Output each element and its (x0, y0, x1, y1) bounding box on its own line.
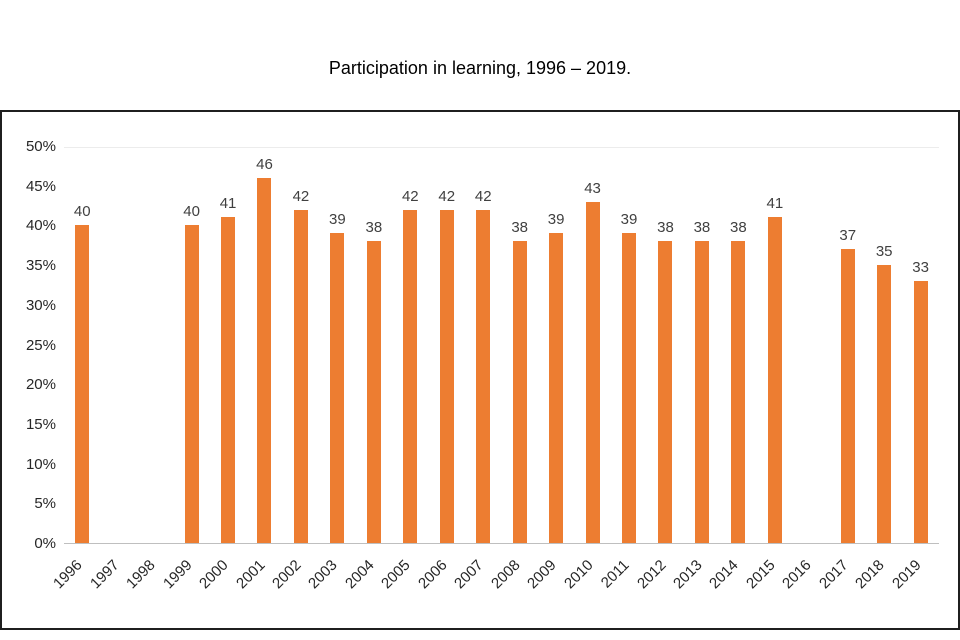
bar-column: 42 (429, 148, 465, 543)
chart-frame: 0% 5% 10% 15% 20% 25% 30% 35% 40% 45% 50% 40 40 41 46… (0, 110, 960, 630)
y-axis-tick-label: 20% (25, 376, 56, 394)
bar-value-label: 33 (912, 258, 929, 276)
bar (330, 233, 345, 543)
bar-value-label: 39 (547, 211, 565, 229)
bar-column: 38 (501, 148, 537, 543)
bar (439, 209, 454, 543)
y-axis: 0% 5% 10% 15% 20% 25% 30% 35% 40% 45% 50% (8, 138, 56, 552)
bar-column (100, 148, 136, 543)
bar-value-label: 38 (693, 219, 711, 237)
bar-value-label: 42 (401, 187, 419, 205)
y-axis-tick-label: 10% (25, 455, 56, 473)
bar-column: 42 (283, 148, 319, 543)
bar (585, 201, 600, 543)
bar-column: 38 (684, 148, 720, 543)
bar (221, 217, 236, 543)
bar (731, 241, 746, 543)
y-axis-tick-label: 50% (25, 138, 56, 155)
bar (877, 265, 892, 543)
bar-value-label: 38 (511, 219, 528, 237)
bar-column (137, 148, 173, 543)
bar (767, 217, 782, 543)
y-axis-tick-label: 25% (25, 336, 56, 354)
chart-title: Participation in learning, 1996 – 2019. (328, 58, 632, 78)
bar (840, 249, 855, 543)
y-axis-tick-label: 30% (25, 296, 56, 314)
bar-column (793, 148, 829, 543)
bar-value-label: 41 (219, 195, 237, 213)
bar-value-label: 42 (474, 187, 492, 205)
bar-column: 38 (647, 148, 683, 543)
bar (694, 241, 709, 543)
y-axis-tick-label: 40% (25, 217, 56, 235)
bar-value-label: 40 (183, 203, 200, 221)
bar (622, 233, 637, 543)
bar-value-label: 39 (329, 211, 346, 229)
bar-value-label: 41 (766, 195, 784, 213)
y-axis-tick-label: 15% (25, 415, 56, 433)
bar-column: 39 (538, 148, 574, 543)
bar (293, 209, 308, 543)
bar-value-label: 42 (438, 187, 456, 205)
x-axis: 1996 1997 1998 1999 2000 2001 2002 2003 2004 2005… (50, 545, 939, 625)
bar-value-label: 38 (730, 219, 747, 237)
bar (257, 177, 272, 543)
bar-value-label: 43 (584, 179, 601, 197)
bar (476, 209, 491, 543)
bar-column: 46 (246, 148, 282, 543)
y-axis-tick-label: 45% (25, 177, 56, 195)
bar (913, 280, 928, 543)
bar-column: 38 (720, 148, 756, 543)
bar-column: 41 (210, 148, 246, 543)
bar-column: 40 (173, 148, 209, 543)
bar (184, 225, 199, 543)
bar-column: 38 (356, 148, 392, 543)
bar-column: 42 (465, 148, 501, 543)
plot-area: 40 40 41 46 42 39 38 42 42 42 38 39 43 39 38 38 38 41 37 35… (64, 147, 939, 544)
y-axis-tick-label: 5% (34, 495, 56, 513)
bar-column: 40 (64, 148, 100, 543)
bar-value-label: 38 (657, 219, 674, 237)
y-axis-tick-label: 35% (25, 257, 56, 275)
bar (75, 225, 90, 543)
bar-column: 33 (902, 148, 938, 543)
bar-value-label: 37 (839, 227, 857, 245)
bar (403, 209, 418, 543)
bar (658, 241, 673, 543)
bar (512, 241, 527, 543)
bar-value-label: 46 (256, 155, 273, 173)
bar-column: 42 (392, 148, 428, 543)
bar-value-label: 38 (365, 219, 383, 237)
bar (366, 241, 381, 543)
bar (549, 233, 564, 543)
bar-column: 37 (830, 148, 866, 543)
bar-column: 41 (757, 148, 793, 543)
bar-value-label: 42 (292, 187, 310, 205)
bar-value-label: 39 (620, 211, 638, 229)
bar-value-label: 40 (73, 203, 91, 221)
y-axis-tick-label: 0% (34, 535, 56, 552)
bar-column: 39 (611, 148, 647, 543)
bar-column: 35 (866, 148, 902, 543)
bar-column: 43 (574, 148, 610, 543)
bar-value-label: 35 (875, 243, 893, 261)
bar-column: 39 (319, 148, 355, 543)
